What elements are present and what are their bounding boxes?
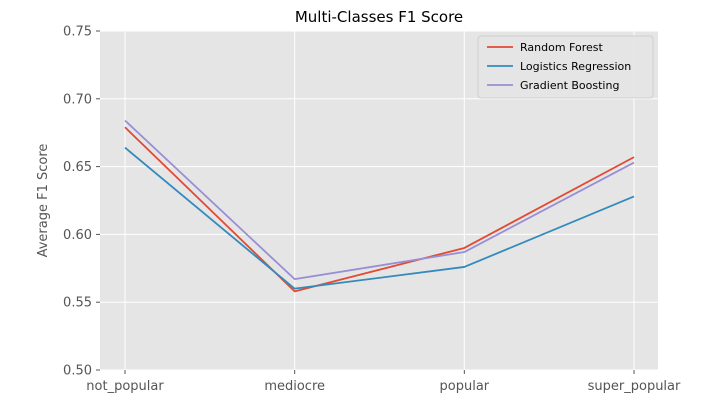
y-tick-label: 0.60	[63, 228, 92, 243]
y-tick-label: 0.50	[63, 364, 92, 379]
legend-label: Logistics Regression	[520, 60, 631, 73]
series-line-2	[124, 146, 635, 290]
chart-title: Multi-Classes F1 Score	[295, 8, 463, 26]
series-lines	[124, 119, 635, 293]
y-tick-label: 0.65	[63, 160, 92, 175]
y-axis-label: Average F1 Score	[36, 144, 51, 258]
y-tick-label: 0.55	[63, 296, 92, 311]
legend-box	[477, 35, 654, 99]
y-tick-label: 0.70	[63, 92, 92, 107]
x-tick-label: mediocre	[264, 379, 325, 394]
legend-label: Random Forest	[520, 41, 603, 54]
x-tick-label: popular	[440, 379, 490, 394]
legend-label: Gradient Boosting	[520, 79, 619, 92]
series-line-3	[124, 119, 635, 281]
legend: Random Forest Logistics Regression Gradien…	[477, 35, 654, 99]
axis-ticks: 0.50 0.55 0.60 0.65 0.70 0.75 not_popular medio…	[63, 25, 681, 395]
x-tick-label: super_popular	[588, 379, 681, 394]
grid-lines	[100, 30, 658, 371]
x-tick-label: not_popular	[86, 379, 164, 394]
series-line-1	[124, 126, 635, 293]
y-tick-label: 0.75	[63, 25, 92, 40]
